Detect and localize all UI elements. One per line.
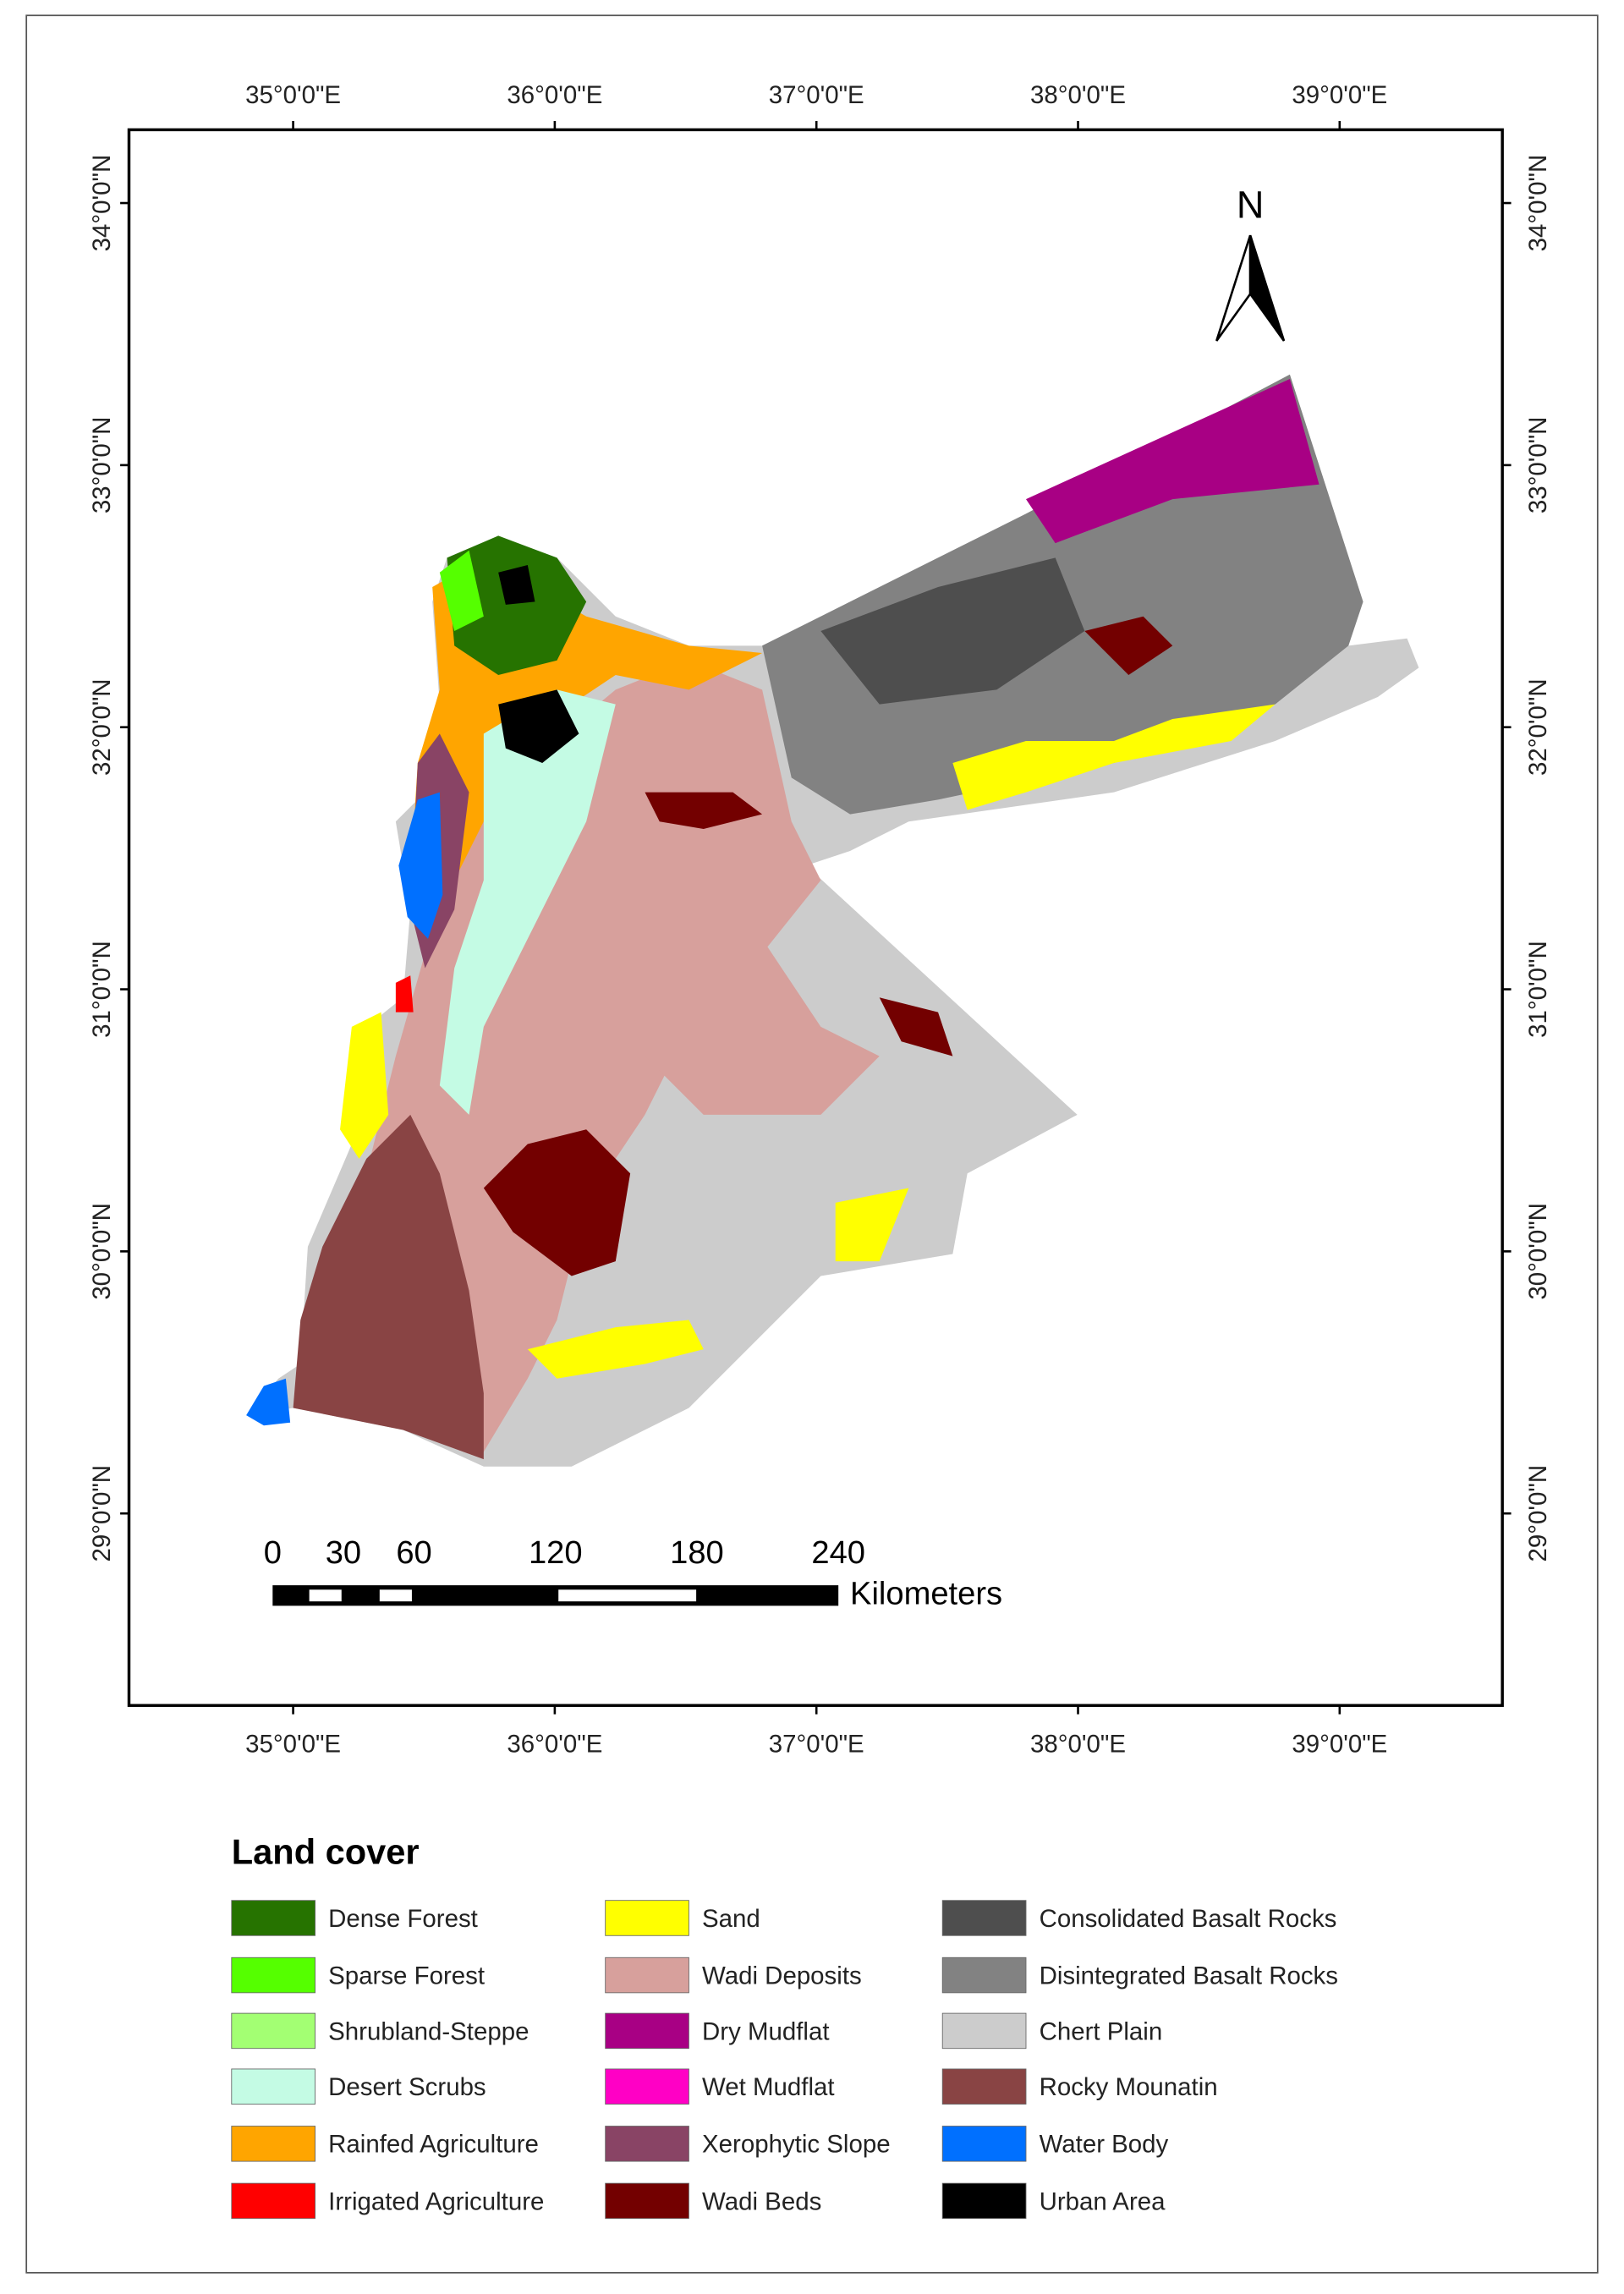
land-cover-region [246, 1378, 291, 1426]
legend-swatch [231, 2182, 315, 2220]
latitude-label: 30°0'0"N [88, 1203, 116, 1300]
legend-swatch [605, 2182, 689, 2220]
latitude-label: 32°0'0"N [1524, 678, 1552, 776]
legend-swatch [941, 1900, 1027, 1936]
scale-bar-segment [379, 1589, 412, 1602]
land-cover-region [1025, 378, 1320, 544]
legend-label: Dense Forest [328, 1905, 478, 1933]
longitude-label: 39°0'0"E [1292, 1731, 1387, 1759]
legend-swatch [231, 2068, 315, 2105]
legend-label: Dry Mudflat [702, 2017, 830, 2045]
scale-label: 0 [264, 1534, 282, 1571]
land-cover-region [395, 975, 414, 1013]
latitude-label: 29°0'0"N [1524, 1465, 1552, 1562]
land-cover-region [952, 704, 1276, 810]
legend-label: Rainfed Agriculture [328, 2131, 539, 2159]
legend-swatch [941, 2012, 1027, 2050]
legend-swatch [941, 2068, 1027, 2105]
scale-bar-segment [558, 1589, 697, 1602]
arrow-left [1215, 234, 1252, 342]
legend-swatch [231, 2012, 315, 2050]
latitude-label: 31°0'0"N [88, 941, 116, 1038]
legend-label: Sparse Forest [328, 1962, 485, 1989]
longitude-label: 36°0'0"E [507, 1731, 602, 1759]
land-cover-region [447, 535, 587, 676]
longitude-label: 36°0'0"E [507, 81, 602, 109]
land-cover-region [293, 1114, 484, 1460]
legend-swatch [605, 1956, 689, 1994]
land-cover-region [645, 792, 763, 829]
land-cover-map [246, 374, 1419, 1467]
scale-label: 30 [326, 1534, 361, 1571]
land-cover-region [439, 550, 484, 632]
legend-swatch [605, 2126, 689, 2162]
longitude-label: 35°0'0"E [245, 81, 341, 109]
land-cover-region [498, 689, 579, 763]
longitude-label: 38°0'0"E [1030, 81, 1126, 109]
scale-bar: Kilometers [272, 1576, 1002, 1612]
land-cover-region [527, 1320, 704, 1379]
latitude-label: 34°0'0"N [88, 155, 116, 252]
scale-bar-base [272, 1585, 839, 1606]
legend-label: Xerophytic Slope [702, 2131, 891, 2159]
land-cover-region [340, 1012, 389, 1159]
legend-swatch [231, 1900, 315, 1936]
scale-label: 60 [396, 1534, 431, 1571]
latitude-label: 31°0'0"N [1524, 941, 1552, 1038]
longitude-label: 37°0'0"E [769, 81, 864, 109]
legend-label: Water Body [1040, 2131, 1169, 2159]
land-cover-region [1084, 616, 1173, 676]
land-cover-region [439, 689, 616, 1115]
scale-label: 180 [670, 1534, 724, 1571]
legend-label: Rocky Mounatin [1040, 2073, 1218, 2101]
legend-title: Land cover [232, 1831, 420, 1871]
latitude-label: 34°0'0"N [1524, 155, 1552, 252]
legend-label: Wadi Deposits [702, 1962, 862, 1989]
legend-swatch [941, 1956, 1027, 1994]
land-cover-region [615, 909, 880, 1115]
north-label: N [1237, 183, 1265, 226]
scale-unit: Kilometers [850, 1576, 1002, 1612]
legend-swatch [231, 1956, 315, 1994]
north-arrow: N [1215, 183, 1286, 342]
longitude-label: 37°0'0"E [769, 1731, 864, 1759]
land-cover-region [483, 1129, 631, 1276]
land-cover-region [835, 1188, 909, 1262]
latitude-label: 29°0'0"N [88, 1465, 116, 1562]
legend-swatch [941, 2126, 1027, 2162]
longitude-label: 38°0'0"E [1030, 1731, 1126, 1759]
land-cover-region [879, 997, 953, 1056]
legend-label: Sand [702, 1905, 760, 1933]
legend-swatch [605, 1900, 689, 1936]
outer-border [25, 14, 1599, 2274]
legend-label: Chert Plain [1040, 2017, 1163, 2045]
scale-label: 120 [529, 1534, 583, 1571]
legend-label: Irrigated Agriculture [328, 2187, 544, 2215]
legend-label: Urban Area [1040, 2187, 1166, 2215]
longitude-label: 39°0'0"E [1292, 81, 1387, 109]
legend-label: Desert Scrubs [328, 2073, 486, 2101]
latitude-label: 33°0'0"N [1524, 417, 1552, 514]
scale-label: 240 [811, 1534, 865, 1571]
legend-label: Wet Mudflat [702, 2073, 835, 2101]
land-cover-region [820, 557, 1085, 705]
legend-swatch [605, 2068, 689, 2105]
latitude-label: 30°0'0"N [1524, 1203, 1552, 1300]
legend-label: Shrubland-Steppe [328, 2017, 529, 2045]
legend-swatch [231, 2126, 315, 2162]
legend-swatch [941, 2182, 1027, 2220]
legend-label: Disintegrated Basalt Rocks [1040, 1962, 1338, 1989]
land-cover-region [498, 565, 535, 605]
legend-swatch [605, 2012, 689, 2050]
latitude-label: 32°0'0"N [88, 678, 116, 776]
latitude-label: 33°0'0"N [88, 417, 116, 514]
legend-label: Consolidated Basalt Rocks [1040, 1905, 1337, 1933]
scale-bar-segment [309, 1589, 342, 1602]
longitude-label: 35°0'0"E [245, 1731, 341, 1759]
arrow-right [1248, 234, 1286, 342]
legend-label: Wadi Beds [702, 2187, 821, 2215]
land-cover-region [398, 792, 443, 939]
